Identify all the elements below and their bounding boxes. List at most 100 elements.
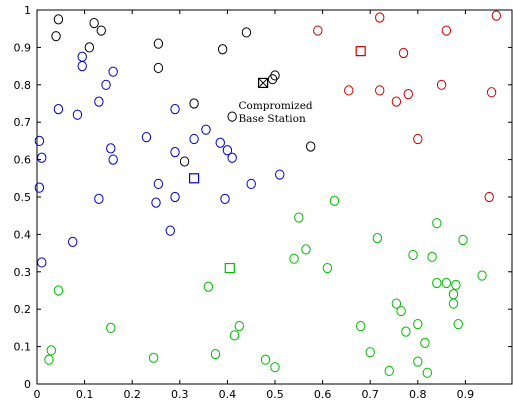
data-point <box>401 326 411 337</box>
data-point <box>72 109 83 120</box>
y-tick-label: 1 <box>24 4 31 17</box>
data-point <box>413 356 423 367</box>
data-point <box>453 319 463 330</box>
data-point <box>203 281 214 292</box>
data-point <box>210 348 221 360</box>
data-point <box>153 178 164 190</box>
data-point <box>84 42 95 53</box>
data-point <box>427 251 437 262</box>
data-point <box>165 225 175 236</box>
data-point <box>101 79 111 90</box>
data-point <box>413 319 423 330</box>
x-tick-label: 0.4 <box>219 388 237 401</box>
data-points <box>34 10 502 378</box>
y-tick-label: 0.2 <box>14 303 32 316</box>
data-point <box>220 193 230 204</box>
data-point <box>222 145 233 156</box>
data-point <box>148 352 159 363</box>
data-point <box>246 178 256 190</box>
data-point <box>432 218 442 229</box>
data-point <box>170 104 180 115</box>
data-point <box>413 133 423 145</box>
data-point <box>229 330 240 341</box>
data-point <box>422 367 433 378</box>
data-point <box>46 345 56 356</box>
data-point <box>241 27 252 38</box>
x-tick-label: 0.7 <box>361 388 379 401</box>
data-point <box>275 169 285 180</box>
data-point <box>486 87 497 98</box>
data-point <box>227 111 237 122</box>
data-point <box>344 85 354 96</box>
data-point <box>436 79 447 90</box>
data-point <box>44 354 54 365</box>
data-point <box>189 133 199 145</box>
data-point <box>477 270 487 281</box>
y-tick-label: 0.5 <box>14 191 32 204</box>
data-point <box>270 362 280 373</box>
data-point <box>51 31 61 42</box>
data-point <box>53 285 64 296</box>
data-point <box>306 141 316 152</box>
data-point <box>458 234 468 246</box>
data-point <box>313 25 323 36</box>
data-point <box>260 354 271 365</box>
axes-box <box>36 9 513 385</box>
y-tick-label: 0.3 <box>14 266 32 279</box>
base-station-marker <box>258 77 269 89</box>
data-point <box>441 277 452 289</box>
data-point <box>217 44 228 55</box>
y-tick-label: 0.1 <box>14 341 32 354</box>
data-point <box>170 147 180 158</box>
data-point <box>355 320 366 332</box>
data-point <box>448 289 459 300</box>
data-point <box>89 17 99 29</box>
annotation-label: Compromized <box>238 100 312 112</box>
data-point <box>396 305 406 317</box>
base-station-cross <box>258 78 268 88</box>
data-point <box>34 182 45 193</box>
x-tick-label: 0.2 <box>123 388 141 401</box>
annotation-label: Base Station <box>238 113 305 125</box>
data-point <box>391 298 402 309</box>
data-point <box>108 154 118 165</box>
data-point <box>403 89 413 100</box>
y-tick-label: 0.8 <box>14 79 32 92</box>
data-point <box>420 337 430 348</box>
base-station-marker <box>355 46 366 57</box>
data-point <box>234 320 245 332</box>
data-point <box>294 212 304 223</box>
data-point <box>94 193 104 204</box>
base-station-marker <box>188 173 200 184</box>
data-point <box>227 152 237 163</box>
data-point <box>189 98 199 109</box>
data-point <box>77 51 87 62</box>
data-point <box>398 47 409 59</box>
data-point <box>153 62 164 74</box>
data-point <box>179 156 190 167</box>
data-point <box>215 137 225 148</box>
data-point <box>96 25 106 36</box>
x-tick-label: 0.9 <box>457 388 475 401</box>
data-point <box>372 233 383 244</box>
data-point <box>106 322 116 333</box>
y-tick-label: 0.6 <box>14 154 32 167</box>
x-tick-label: 0.6 <box>314 388 332 401</box>
data-point <box>53 14 64 25</box>
y-tick-label: 0 <box>24 378 31 391</box>
base-station-marker <box>224 262 235 274</box>
data-point <box>270 70 280 81</box>
x-tick-label: 0.5 <box>266 388 284 401</box>
x-tick-label: 0.1 <box>76 388 94 401</box>
x-tick-label: 0.8 <box>409 388 427 401</box>
data-point <box>201 124 211 135</box>
data-point <box>448 298 459 309</box>
data-point <box>432 277 442 289</box>
data-point <box>491 10 502 21</box>
data-point <box>365 347 375 358</box>
data-point <box>301 244 311 255</box>
data-point <box>441 25 452 36</box>
data-point <box>37 257 47 268</box>
data-point <box>322 262 333 274</box>
